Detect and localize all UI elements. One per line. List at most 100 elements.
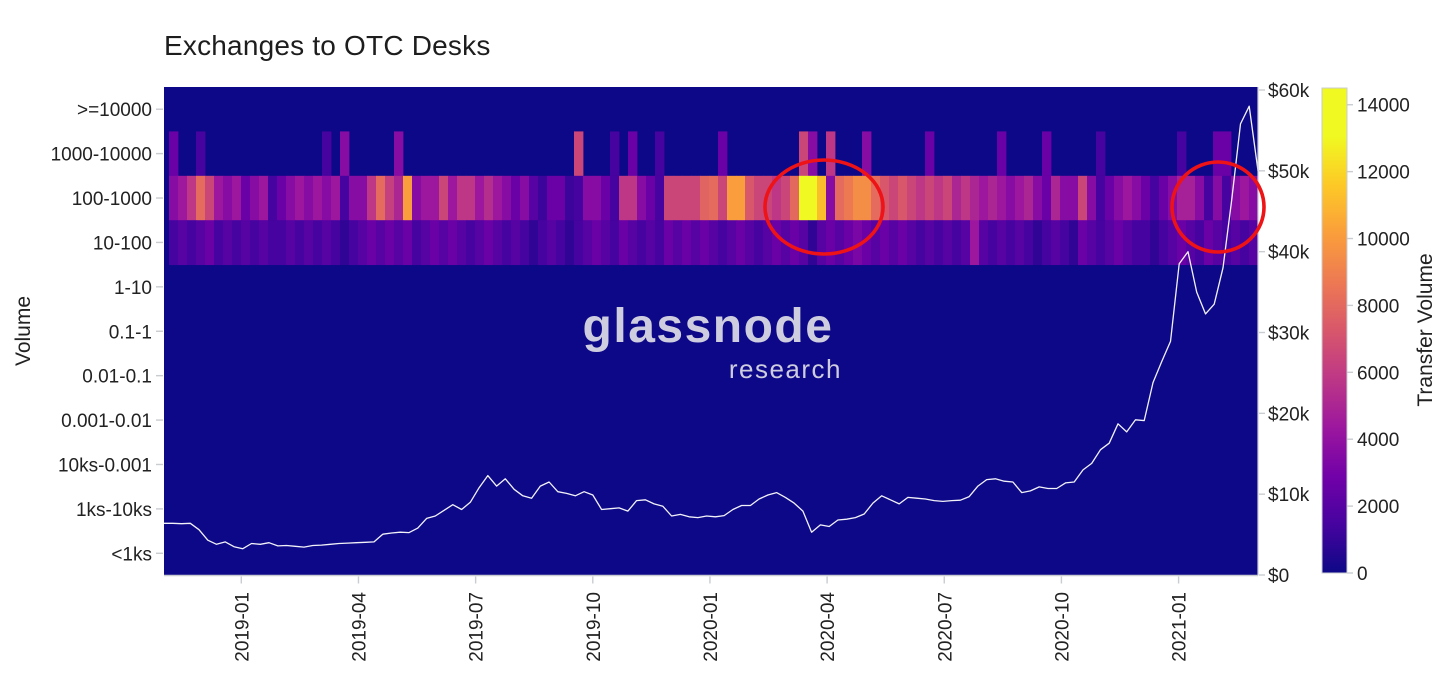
heatmap-cell xyxy=(466,175,476,221)
heatmap-cell xyxy=(1132,175,1142,221)
heatmap-cell xyxy=(565,175,575,221)
heatmap-cell xyxy=(241,175,251,221)
heatmap-cell xyxy=(754,220,764,266)
heatmap-cell xyxy=(250,175,260,221)
heatmap-cell xyxy=(655,175,665,221)
heatmap-cell xyxy=(853,175,863,221)
y-tick-label: 1ks-10ks xyxy=(76,500,152,521)
heatmap-cell xyxy=(637,175,647,221)
heatmap-cell xyxy=(682,220,692,266)
heatmap-cell xyxy=(880,175,890,221)
heatmap-cell xyxy=(817,175,827,221)
heatmap-cell xyxy=(529,220,539,266)
heatmap-cell xyxy=(403,220,413,266)
y-tick-label: 0.1-1 xyxy=(109,322,152,343)
heatmap-cell xyxy=(1123,220,1133,266)
heatmap-cell xyxy=(907,220,917,266)
heatmap-cell xyxy=(232,220,242,266)
heatmap-cell xyxy=(673,175,683,221)
heatmap-cell xyxy=(826,220,836,266)
heatmap-cell xyxy=(592,175,602,221)
heatmap-cell xyxy=(493,175,503,221)
heatmap-cell xyxy=(340,175,350,221)
heatmap-cell xyxy=(961,175,971,221)
heatmap-cell xyxy=(1105,175,1115,221)
heatmap-cell xyxy=(457,175,467,221)
right-tick-label: $40k xyxy=(1268,243,1310,264)
heatmap-cell xyxy=(862,131,872,177)
heatmap-cell xyxy=(268,175,278,221)
heatmap-cell xyxy=(520,175,530,221)
heatmap-cell xyxy=(1159,220,1169,266)
heatmap-cell xyxy=(358,175,368,221)
colorbar-tick-label: 14000 xyxy=(1357,96,1410,117)
heatmap-cell xyxy=(421,220,431,266)
heatmap-cell xyxy=(385,175,395,221)
heatmap-cell xyxy=(223,175,233,221)
colorbar xyxy=(1321,87,1348,574)
heatmap-cell xyxy=(808,220,818,266)
heatmap-cell xyxy=(1114,175,1124,221)
heatmap-cell xyxy=(502,175,512,221)
heatmap-cell xyxy=(952,220,962,266)
heatmap-cell xyxy=(556,175,566,221)
colorbar-title: Transfer Volume xyxy=(1414,253,1437,406)
heatmap-cell xyxy=(736,175,746,221)
heatmap-cell xyxy=(889,175,899,221)
heatmap-cell xyxy=(1195,220,1205,266)
heatmap-cell xyxy=(412,220,422,266)
heatmap-cell xyxy=(466,220,476,266)
heatmap-cell xyxy=(1060,220,1070,266)
y-tick-label: 1000-10000 xyxy=(51,145,152,166)
heatmap-cell xyxy=(349,175,359,221)
heatmap-cell xyxy=(286,220,296,266)
heatmap-cell xyxy=(619,175,629,221)
heatmap-cell xyxy=(673,220,683,266)
heatmap-cell xyxy=(1033,220,1043,266)
heatmap-cell xyxy=(1195,175,1205,221)
heatmap-cell xyxy=(826,131,836,177)
heatmap-cell xyxy=(601,175,611,221)
heatmap-cell xyxy=(592,220,602,266)
heatmap-cell xyxy=(1132,220,1142,266)
y-tick-label: 10ks-0.001 xyxy=(58,455,152,476)
heatmap-cell xyxy=(187,175,197,221)
heatmap-cell xyxy=(1042,175,1052,221)
y-tick-label: 1-10 xyxy=(114,278,152,299)
x-tick-label: 2020-04 xyxy=(818,592,839,662)
heatmap-cell xyxy=(1024,175,1034,221)
heatmap-cell xyxy=(313,175,323,221)
heatmap-cell xyxy=(952,175,962,221)
heatmap-cells xyxy=(169,131,1258,266)
heatmap-cell xyxy=(331,220,341,266)
right-tick-label: $10k xyxy=(1268,485,1310,506)
heatmap-cell xyxy=(547,220,557,266)
heatmap-cell xyxy=(835,175,845,221)
y-tick-label: <1ks xyxy=(111,544,152,565)
heatmap-cell xyxy=(943,220,953,266)
heatmap-cell xyxy=(259,175,269,221)
heatmap-cell xyxy=(1042,220,1052,266)
heatmap-cell xyxy=(916,175,926,221)
heatmap-cell xyxy=(1249,220,1258,266)
heatmap-cell xyxy=(682,175,692,221)
heatmap-cell xyxy=(367,220,377,266)
right-tick-label: $0 xyxy=(1268,566,1289,587)
heatmap-cell xyxy=(718,175,728,221)
heatmap-cell xyxy=(664,175,674,221)
heatmap-cell xyxy=(430,220,440,266)
heatmap-cell xyxy=(322,175,332,221)
heatmap-cell xyxy=(295,175,305,221)
heatmap-cell xyxy=(1114,220,1124,266)
heatmap-cell xyxy=(610,175,620,221)
heatmap-cell xyxy=(1249,175,1258,221)
heatmap-cell xyxy=(178,175,188,221)
heatmap-cell xyxy=(1177,175,1187,221)
heatmap-cell xyxy=(997,220,1007,266)
heatmap-cell xyxy=(925,220,935,266)
x-tick-label: 2020-07 xyxy=(935,592,956,662)
x-tick-label: 2020-10 xyxy=(1052,592,1073,662)
y-tick-label: 10-100 xyxy=(93,233,152,254)
heatmap-cell xyxy=(718,131,728,177)
heatmap-cell xyxy=(718,220,728,266)
